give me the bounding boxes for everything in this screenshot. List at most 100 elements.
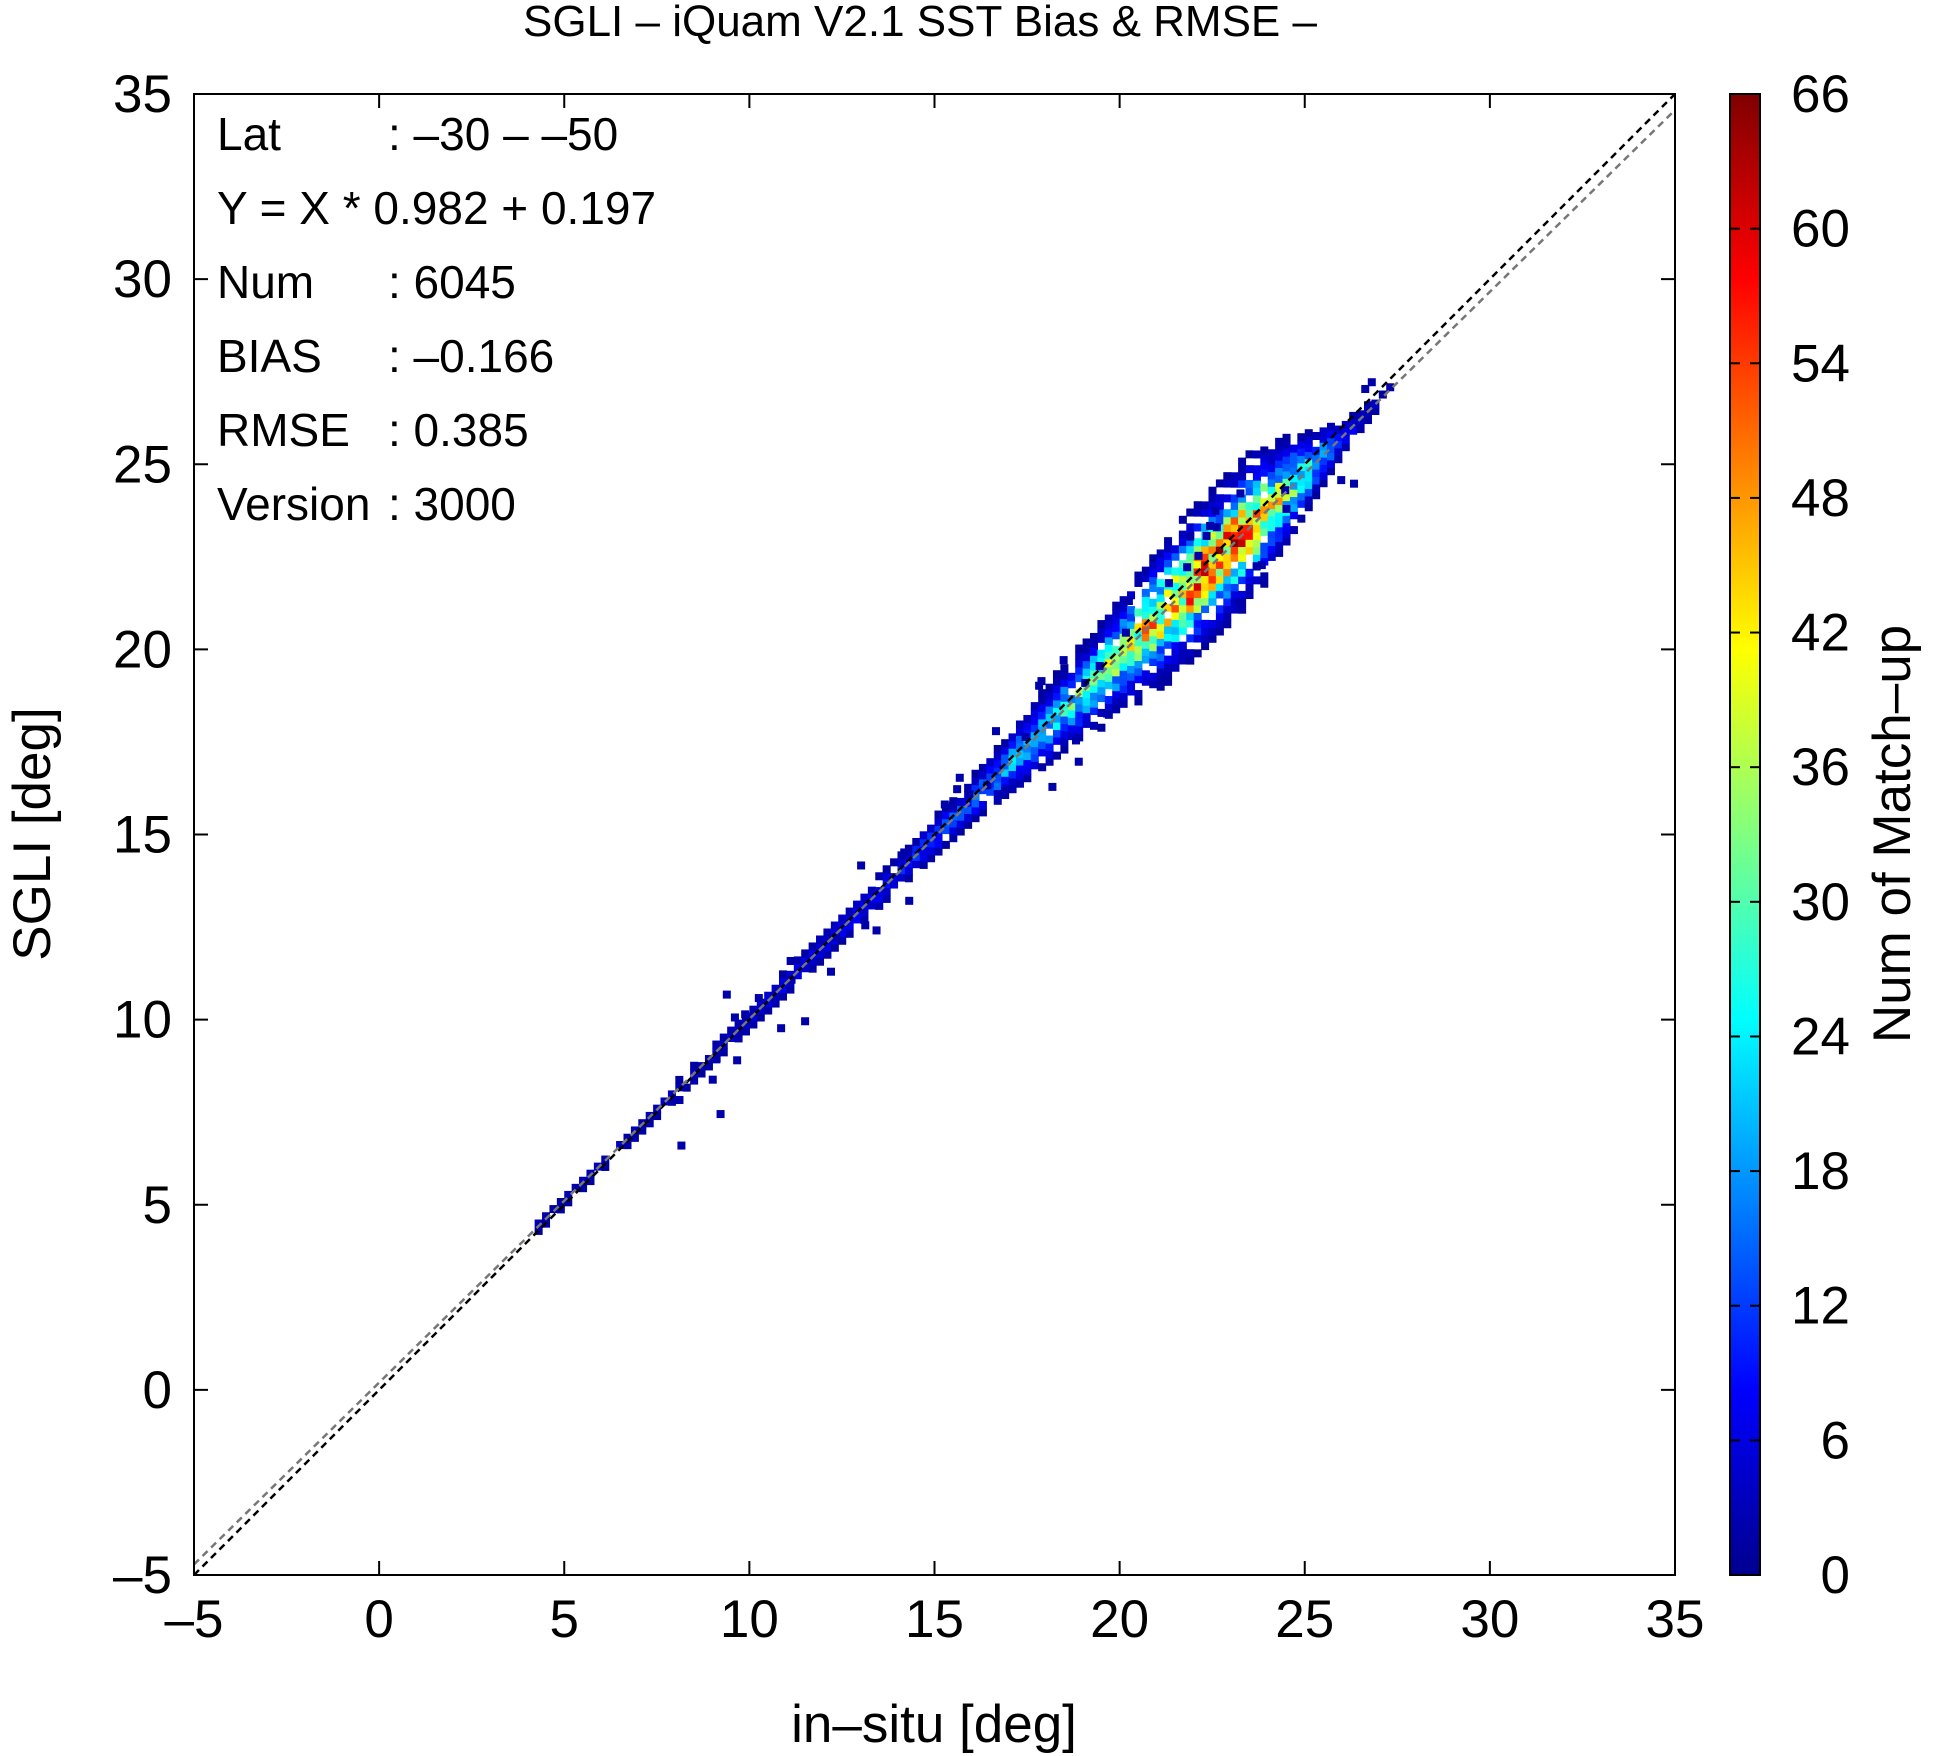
density-cell: [1275, 504, 1284, 513]
density-cell: [1201, 508, 1210, 517]
density-cell: [1171, 634, 1180, 643]
density-cell: [955, 773, 964, 782]
density-cell: [1052, 751, 1061, 760]
density-cell: [1097, 708, 1106, 717]
density-cell: [1141, 603, 1150, 612]
density-cell: [1304, 503, 1313, 512]
density-cell: [1186, 545, 1195, 554]
x-tick-label: 10: [720, 1590, 779, 1649]
density-cell: [1134, 690, 1143, 699]
density-cell: [1082, 719, 1091, 728]
y-tick-label: –5: [113, 1546, 172, 1605]
density-cell: [882, 865, 891, 874]
density-cell: [749, 1005, 758, 1014]
density-cell: [1048, 782, 1057, 791]
density-cell: [579, 1184, 588, 1193]
density-cell: [1097, 620, 1106, 629]
density-cell: [1341, 435, 1350, 444]
density-cell: [1267, 449, 1276, 458]
density-cell: [1297, 477, 1306, 486]
density-cell: [586, 1177, 595, 1186]
density-cell: [1312, 446, 1321, 455]
density-cell: [882, 894, 891, 903]
density-cell: [1075, 651, 1084, 660]
density-cell: [1156, 593, 1165, 602]
density-cell: [830, 943, 839, 952]
density-cell: [645, 1119, 654, 1128]
density-cell: [1156, 675, 1165, 684]
density-cell: [808, 949, 817, 958]
density-cell: [1015, 779, 1024, 788]
density-cell: [1304, 443, 1313, 453]
density-cell: [1245, 487, 1254, 496]
density-cell: [1223, 620, 1232, 629]
density-cell: [756, 1006, 765, 1015]
density-cell: [1312, 461, 1321, 470]
density-cell: [623, 1133, 632, 1142]
density-cell: [675, 1096, 684, 1105]
density-cell: [1341, 420, 1350, 429]
density-cell: [1156, 660, 1165, 669]
density-cell: [708, 1075, 717, 1084]
density-cell: [764, 1006, 773, 1015]
density-cell: [534, 1219, 543, 1228]
density-cell: [1223, 575, 1232, 584]
density-cell: [1112, 683, 1121, 692]
density-cell: [1097, 657, 1106, 666]
density-cell: [1282, 530, 1291, 539]
density-cell: [1149, 620, 1158, 629]
density-cell: [964, 783, 973, 792]
density-cell: [1104, 629, 1113, 638]
density-cell: [1223, 479, 1232, 488]
chart-title: SGLI – iQuam V2.1 SST Bias & RMSE –: [523, 0, 1317, 46]
density-cell: [1082, 697, 1091, 706]
density-cell: [1001, 791, 1010, 800]
density-cell: [934, 825, 943, 834]
density-cell: [816, 950, 825, 959]
density-cell: [1282, 463, 1291, 472]
density-cell: [1201, 523, 1210, 532]
density-cell: [900, 848, 909, 857]
density-cell: [1178, 656, 1187, 665]
density-cell: [1223, 509, 1232, 518]
density-cell: [1215, 627, 1224, 636]
density-cell: [1275, 445, 1284, 454]
density-cell: [1030, 753, 1039, 762]
density-cell: [1052, 714, 1061, 723]
density-cell: [1275, 534, 1284, 543]
density-cell: [1208, 553, 1217, 562]
density-cell: [1038, 733, 1047, 742]
density-cell: [1201, 627, 1210, 636]
density-cell: [675, 1083, 684, 1092]
density-cell: [971, 814, 980, 823]
density-cell: [838, 936, 847, 945]
density-cell: [919, 853, 928, 862]
density-cell: [927, 854, 936, 863]
density-cell: [1038, 704, 1047, 713]
density-cell: [941, 811, 950, 820]
density-cell: [1297, 514, 1306, 523]
density-cell: [1008, 755, 1017, 764]
density-cell: [764, 999, 773, 1008]
density-cell: [838, 914, 847, 923]
density-cell: [1230, 575, 1239, 584]
density-cell: [1238, 472, 1247, 481]
density-cell: [733, 1056, 742, 1065]
density-cell: [1119, 670, 1128, 679]
density-cell: [690, 1076, 699, 1085]
density-cell: [1349, 411, 1358, 420]
density-cell: [971, 769, 980, 778]
density-cell: [801, 964, 810, 973]
density-cell: [1223, 583, 1232, 592]
density-cell: [1178, 545, 1187, 554]
density-cell: [1341, 443, 1350, 452]
density-cell: [1008, 763, 1017, 772]
density-cell: [1326, 452, 1335, 461]
density-cell: [1297, 455, 1306, 464]
density-cell: [949, 797, 958, 806]
density-cell: [1282, 504, 1291, 513]
density-cell: [1304, 429, 1313, 438]
density-cell: [793, 971, 802, 980]
density-cell: [1075, 696, 1084, 705]
density-cell: [1090, 655, 1099, 664]
